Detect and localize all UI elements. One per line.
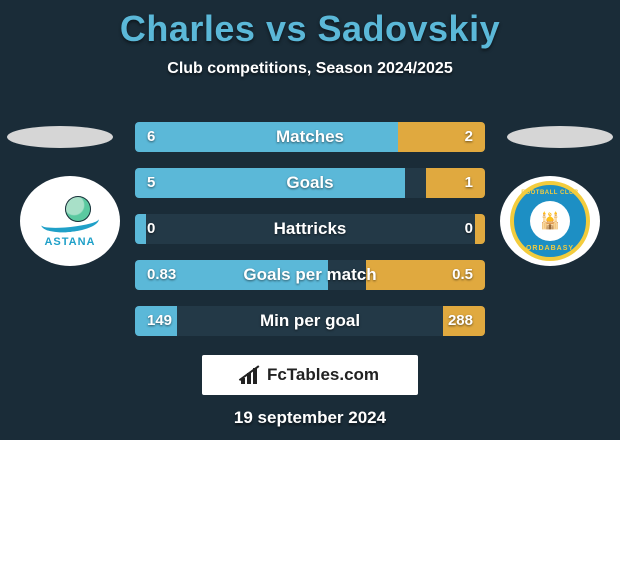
stats-bars: 6 Matches 2 5 Goals 1 0 Hattricks 0 0.83… xyxy=(135,122,485,352)
stat-value-right: 1 xyxy=(465,168,473,198)
club-right-name: ORDABASY xyxy=(518,245,582,252)
stat-label: Min per goal xyxy=(135,306,485,336)
stat-row: 0 Hattricks 0 xyxy=(135,214,485,244)
brand-text: FcTables.com xyxy=(267,365,379,385)
subtitle: Club competitions, Season 2024/2025 xyxy=(0,60,620,78)
stat-row: 5 Goals 1 xyxy=(135,168,485,198)
stat-value-right: 0 xyxy=(465,214,473,244)
stat-value-right: 2 xyxy=(465,122,473,152)
stat-label: Hattricks xyxy=(135,214,485,244)
astana-logo-icon: ASTANA xyxy=(35,196,105,246)
club-right-top-text: FOOTBALL CLUB xyxy=(518,190,582,196)
comparison-canvas: Charles vs Sadovskiy Club competitions, … xyxy=(0,0,620,440)
stat-label: Goals xyxy=(135,168,485,198)
player-ellipse-left xyxy=(7,126,113,148)
club-badge-left: ASTANA xyxy=(20,176,120,266)
club-badge-right: FOOTBALL CLUB ORDABASY 🕌 xyxy=(500,176,600,266)
stat-row: 6 Matches 2 xyxy=(135,122,485,152)
club-left-name: ASTANA xyxy=(35,236,105,248)
stat-row: 0.83 Goals per match 0.5 xyxy=(135,260,485,290)
page-title: Charles vs Sadovskiy xyxy=(0,0,620,50)
bar-chart-icon xyxy=(241,366,263,384)
ordabasy-logo-icon: FOOTBALL CLUB ORDABASY 🕌 xyxy=(510,181,590,261)
player-ellipse-right xyxy=(507,126,613,148)
stat-label: Goals per match xyxy=(135,260,485,290)
date-text: 19 september 2024 xyxy=(0,408,620,428)
stat-row: 149 Min per goal 288 xyxy=(135,306,485,336)
stat-value-right: 288 xyxy=(448,306,473,336)
stat-label: Matches xyxy=(135,122,485,152)
stat-value-right: 0.5 xyxy=(452,260,473,290)
brand-box: FcTables.com xyxy=(202,355,418,395)
